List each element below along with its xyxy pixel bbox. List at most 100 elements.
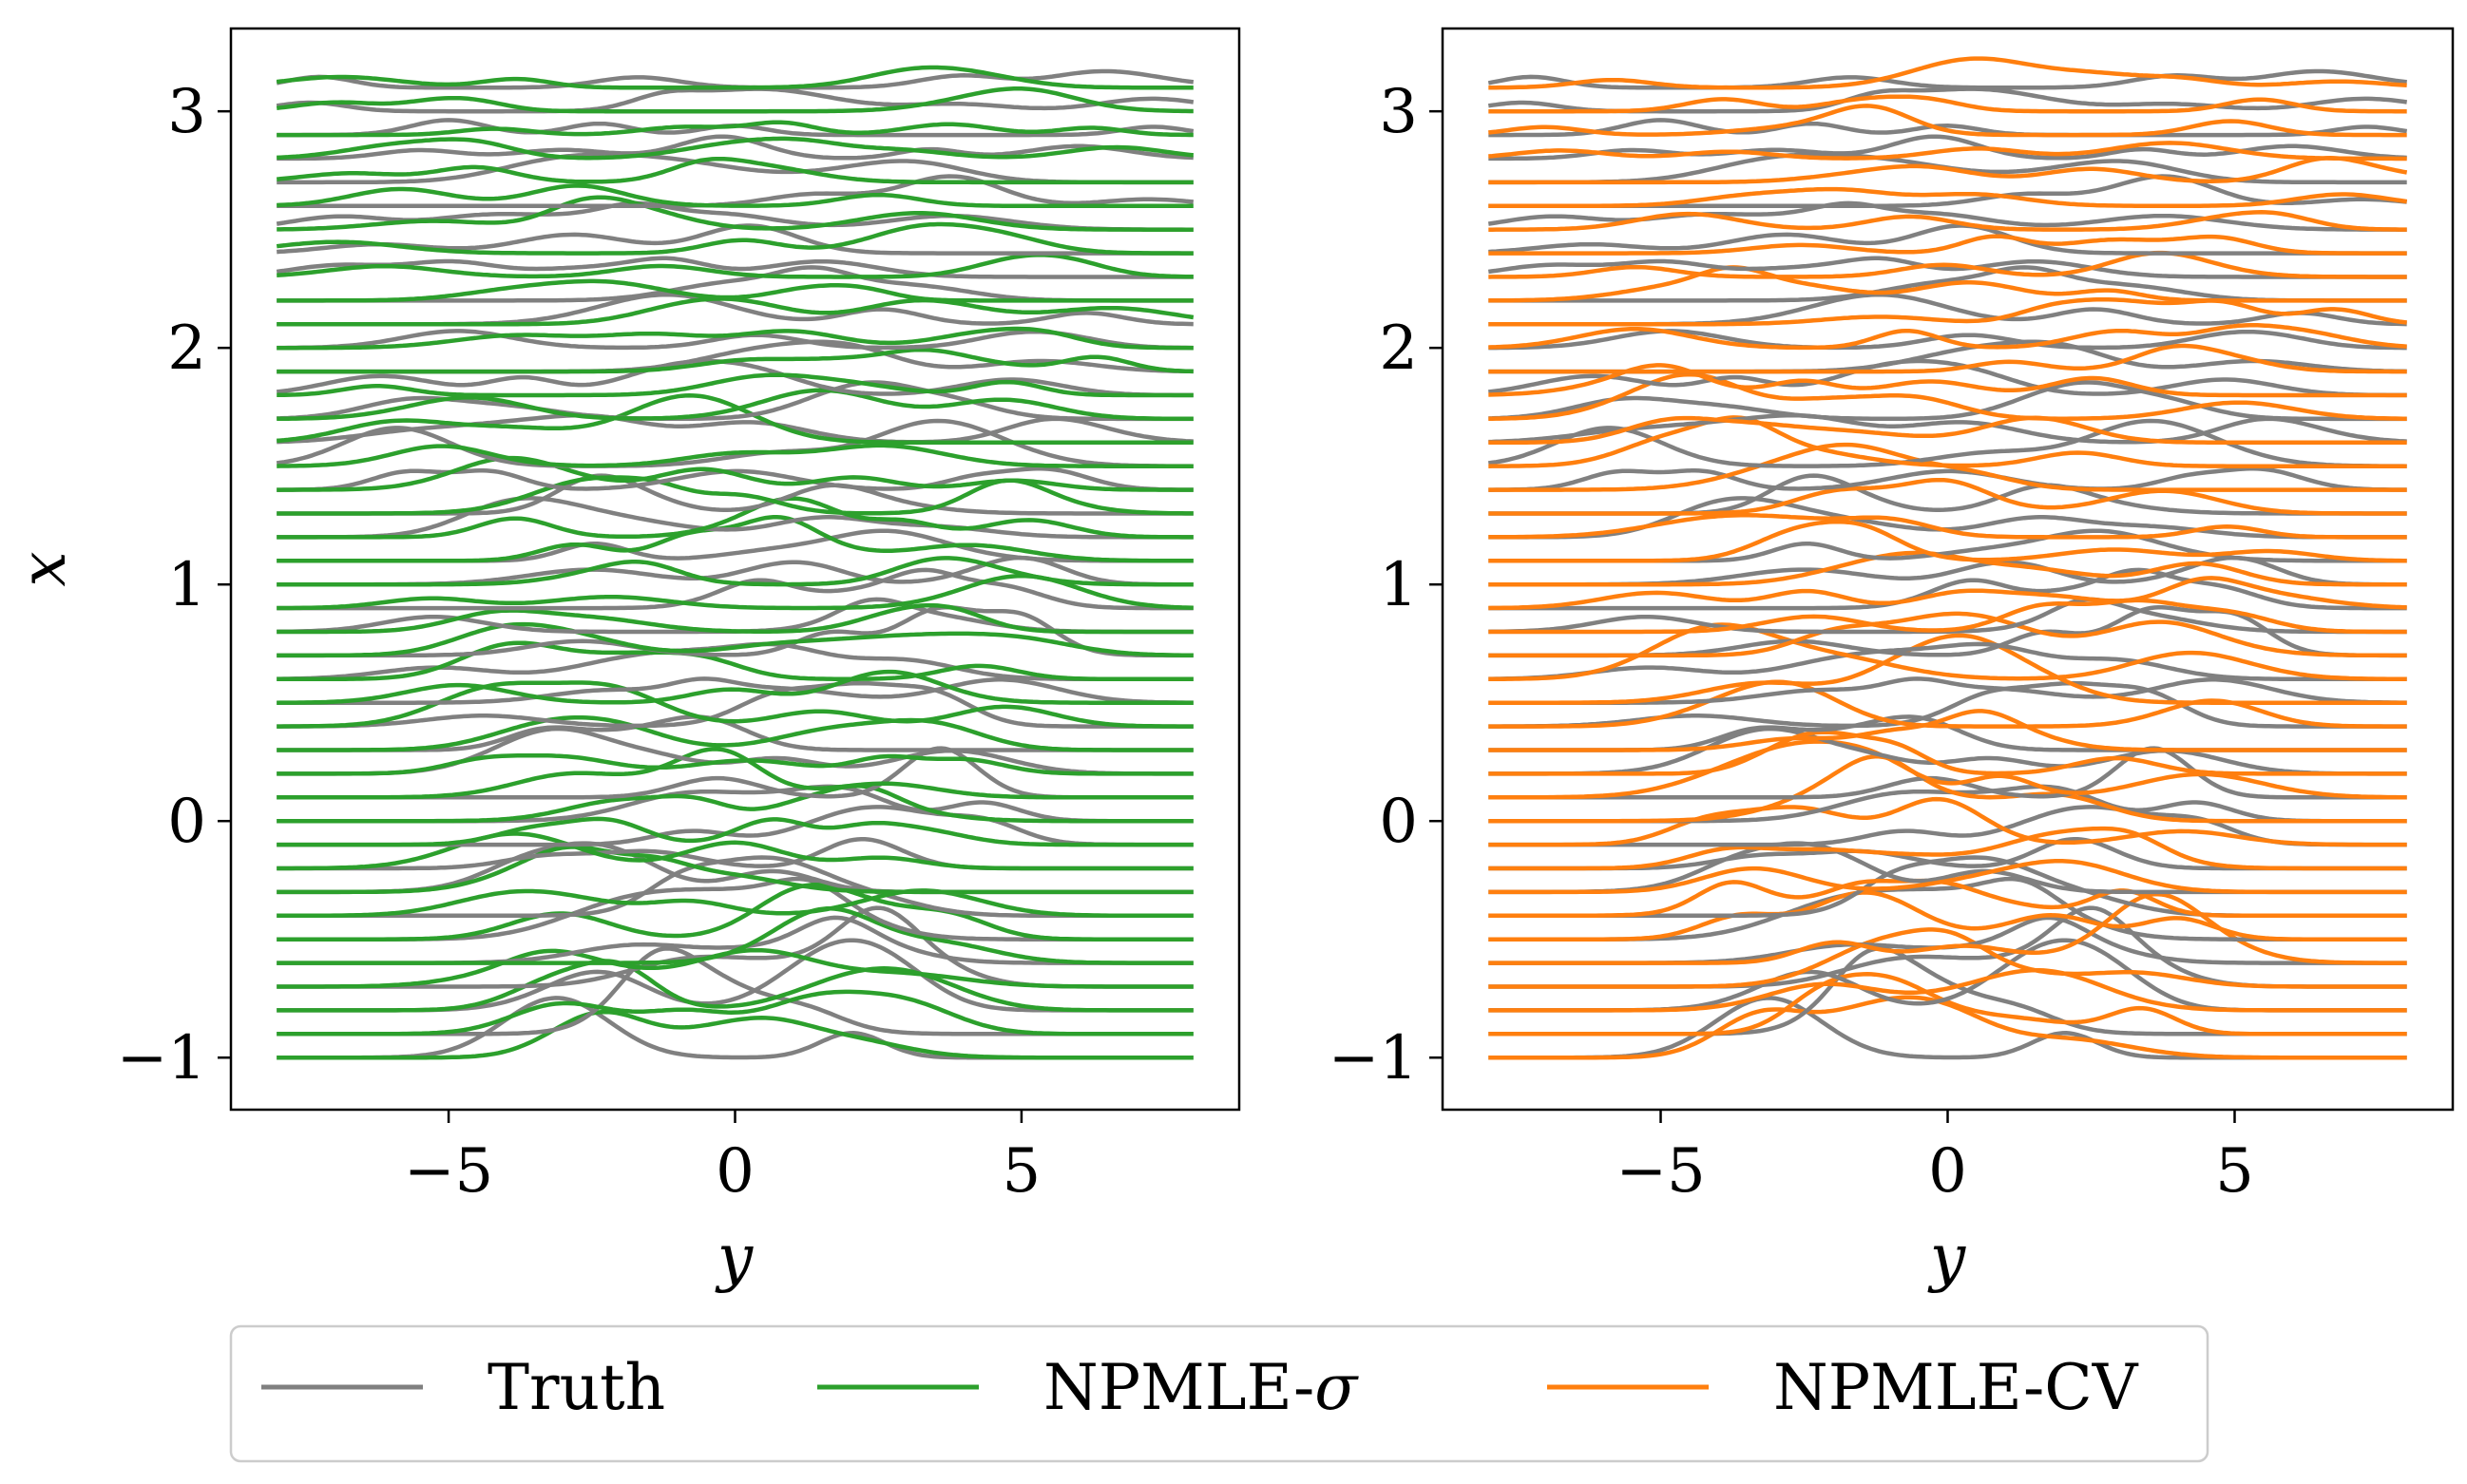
y-tick-label: 0 xyxy=(1379,787,1418,857)
curve-estimate-39 xyxy=(277,120,1194,138)
curve-estimate-35 xyxy=(277,195,1194,232)
curve-truth-9 xyxy=(277,805,1194,847)
curve-truth-19 xyxy=(277,567,1194,611)
curve-estimate-17 xyxy=(1488,611,2407,658)
curve-estimate-11 xyxy=(277,747,1194,800)
curve-estimate-12 xyxy=(1488,730,2407,776)
left-x-ticks: −5 0 5 xyxy=(404,1110,1041,1207)
x-tick-label: 0 xyxy=(716,1136,755,1207)
curve-estimate-13 xyxy=(1488,709,2407,752)
left-subplot: −5 0 5 −1 0 1 2 3 y x xyxy=(7,27,1241,1294)
curve-estimate-32 xyxy=(277,278,1194,303)
curve-estimate-4 xyxy=(1488,891,2407,965)
right-x-ticks: −5 0 5 xyxy=(1616,1110,2254,1207)
curve-estimate-3 xyxy=(1488,927,2407,989)
legend-box xyxy=(229,1324,2209,1463)
curve-estimate-41 xyxy=(276,65,1194,90)
curve-estimate-6 xyxy=(1488,878,2407,919)
curve-truth-16 xyxy=(1488,641,2407,682)
curve-estimate-36 xyxy=(277,183,1194,209)
right-x-axis-label: y xyxy=(1927,1221,1966,1294)
curve-truth-27 xyxy=(277,380,1194,422)
curve-estimate-40 xyxy=(1488,94,2407,114)
legend-label-truth: Truth xyxy=(488,1351,665,1424)
curve-estimate-5 xyxy=(1488,890,2407,942)
curve-estimate-11 xyxy=(1488,739,2407,800)
curve-estimate-5 xyxy=(277,883,1194,942)
curve-estimate-7 xyxy=(1488,859,2407,895)
curve-truth-12 xyxy=(1488,726,2407,776)
curve-estimate-0 xyxy=(1488,995,2407,1060)
left-x-axis-label: y xyxy=(715,1221,754,1294)
curve-truth-19 xyxy=(1488,567,2407,611)
curve-estimate-29 xyxy=(1488,343,2407,374)
x-tick-label: 0 xyxy=(1928,1136,1967,1207)
curve-truth-22 xyxy=(277,496,1194,540)
legend-label-npmle-sigma: NPMLE-σ xyxy=(1043,1351,1359,1424)
curve-estimate-9 xyxy=(277,816,1194,847)
curve-truth-11 xyxy=(1488,746,2407,800)
y-tick-label: −1 xyxy=(1329,1023,1418,1094)
curve-estimate-34 xyxy=(1488,234,2407,256)
curve-truth-36 xyxy=(277,174,1195,209)
curve-truth-17 xyxy=(277,604,1194,658)
curve-estimate-24 xyxy=(277,455,1194,492)
curve-estimate-0 xyxy=(277,1009,1194,1060)
curve-estimate-1 xyxy=(1488,972,2407,1037)
curve-estimate-16 xyxy=(277,640,1194,682)
curve-truth-41 xyxy=(1487,68,2407,90)
curve-estimate-33 xyxy=(277,253,1194,279)
y-tick-label: 2 xyxy=(1379,314,1418,384)
curve-truth-26 xyxy=(1488,412,2407,445)
curve-truth-29 xyxy=(1488,339,2407,374)
curve-estimate-38 xyxy=(277,136,1195,161)
left-curves xyxy=(276,65,1195,1060)
curve-estimate-15 xyxy=(277,669,1194,705)
legend-label-npmle-sigma-symbol: σ xyxy=(1314,1351,1359,1424)
x-tick-label: 5 xyxy=(2215,1136,2254,1207)
curve-estimate-19 xyxy=(1488,576,2407,611)
curve-truth-24 xyxy=(1488,466,2407,492)
curve-estimate-8 xyxy=(277,831,1194,871)
curve-estimate-41 xyxy=(1488,56,2407,90)
curve-estimate-9 xyxy=(1488,796,2407,847)
right-curves xyxy=(1487,56,2408,1060)
curve-truth-15 xyxy=(1488,676,2407,705)
curve-estimate-2 xyxy=(1488,967,2407,1013)
curve-estimate-21 xyxy=(277,514,1194,563)
curve-estimate-27 xyxy=(1488,371,2407,421)
curve-estimate-29 xyxy=(277,347,1194,374)
x-tick-label: 5 xyxy=(1003,1136,1042,1207)
curve-estimate-4 xyxy=(277,906,1194,965)
curve-truth-6 xyxy=(277,855,1194,919)
curve-truth-39 xyxy=(1488,118,2408,138)
curve-truth-28 xyxy=(1488,358,2407,398)
curve-truth-24 xyxy=(277,466,1194,492)
curve-estimate-25 xyxy=(277,443,1194,468)
legend-label-npmle-sigma-main: NPMLE- xyxy=(1043,1351,1314,1424)
curve-estimate-13 xyxy=(277,714,1194,752)
curve-estimate-27 xyxy=(277,388,1194,422)
curve-estimate-17 xyxy=(277,621,1194,658)
curve-estimate-15 xyxy=(1488,633,2407,705)
curve-estimate-8 xyxy=(1488,826,2407,871)
curve-estimate-34 xyxy=(276,221,1194,256)
curve-estimate-18 xyxy=(1488,598,2407,635)
curve-estimate-23 xyxy=(277,475,1194,516)
curve-truth-25 xyxy=(276,418,1194,468)
curve-estimate-32 xyxy=(1488,265,2407,303)
curve-truth-0 xyxy=(1488,996,2407,1060)
curve-estimate-30 xyxy=(1488,323,2407,351)
y-tick-label: −1 xyxy=(117,1023,206,1094)
curve-truth-33 xyxy=(1487,256,2407,279)
curve-estimate-26 xyxy=(1488,415,2407,446)
y-tick-label: 3 xyxy=(167,77,206,147)
curve-truth-13 xyxy=(277,714,1194,752)
y-tick-label: 3 xyxy=(1379,77,1418,147)
curve-estimate-22 xyxy=(277,496,1194,540)
right-y-ticks: −1 0 1 2 3 xyxy=(1329,77,1443,1094)
curve-truth-30 xyxy=(1488,329,2407,351)
curve-estimate-36 xyxy=(1488,186,2408,209)
curve-truth-2 xyxy=(1488,938,2407,1013)
